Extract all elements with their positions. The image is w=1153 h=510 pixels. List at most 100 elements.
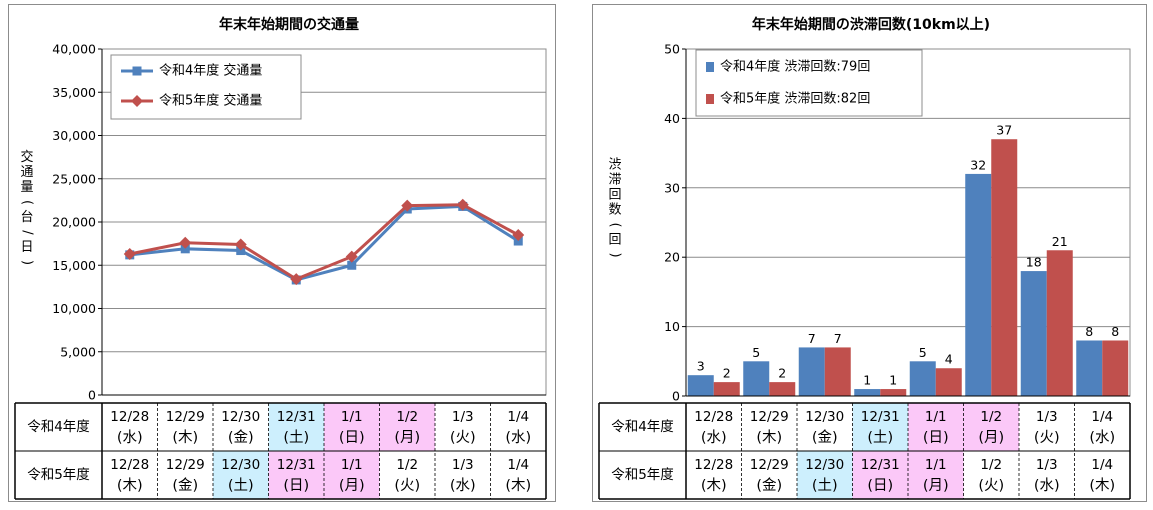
congestion-cell-date: 1/3 xyxy=(1036,409,1058,425)
traffic-cell-bg xyxy=(268,403,324,451)
traffic-cell-weekday: (金) xyxy=(172,477,198,494)
traffic-cell-date: 1/1 xyxy=(341,457,363,473)
congestion-cell-weekday: (月) xyxy=(923,478,949,494)
traffic-date-table: 12/28 (水) 12/29 (木) 12/30 (金) 12/31 (土) 1/1 (日) 1/… xyxy=(14,402,547,500)
congestion-cell-date: 12/30 xyxy=(805,409,844,425)
bar-series-2 xyxy=(769,382,796,396)
traffic-cell-date: 12/30 xyxy=(221,457,260,473)
bar-series-1 xyxy=(1076,340,1103,396)
legend-box xyxy=(695,49,923,117)
traffic-cell-weekday: (火) xyxy=(394,478,420,494)
congestion-cell-date: 12/30 xyxy=(805,457,844,473)
legend-marker xyxy=(132,66,142,76)
data-label: 1 xyxy=(889,373,897,388)
y-tick-label: 5,000 xyxy=(60,344,96,359)
y-tick-label: 20,000 xyxy=(52,215,96,230)
congestion-cell-weekday: (金) xyxy=(812,429,838,446)
congestion-cell-bg xyxy=(852,403,908,451)
y-tick-label: 30,000 xyxy=(52,128,96,143)
congestion-row-label: 令和4年度 xyxy=(611,419,674,435)
data-point xyxy=(179,236,192,249)
series-line-2 xyxy=(129,203,519,281)
data-label: 1 xyxy=(863,373,871,388)
congestion-count-chart-panel: 年末年始期間の渋滞回数(10km以上) 0 10 20 30 40 50 渋滞回数 (回) 3 5 7… xyxy=(592,4,1147,502)
y-tick-label: 15,000 xyxy=(52,258,96,273)
y-axis-label-char: 台 xyxy=(20,210,33,225)
y-axis-label-char: 滞 xyxy=(608,173,621,188)
congestion-cell-bg xyxy=(741,451,797,499)
traffic-cell-weekday: (日) xyxy=(339,430,365,446)
bar-series-2 xyxy=(1046,250,1073,396)
traffic-cell-weekday: (水) xyxy=(450,477,476,494)
y-axis-label-char: 通 xyxy=(20,165,33,180)
data-label: 8 xyxy=(1111,324,1119,339)
data-point xyxy=(123,248,136,261)
traffic-cell-weekday: (土) xyxy=(228,477,254,494)
congestion-cell-date: 12/31 xyxy=(861,409,900,425)
traffic-cell-date: 1/4 xyxy=(507,457,529,473)
data-label: 4 xyxy=(945,352,953,367)
y-tick-label: 10,000 xyxy=(52,301,96,316)
y-tick-label: 20 xyxy=(664,250,680,265)
y-axis-label-char: 数 xyxy=(608,203,621,218)
congestion-cell-bg xyxy=(1074,451,1130,499)
traffic-cell-bg xyxy=(157,451,213,499)
congestion-cell-bg xyxy=(908,403,964,451)
y-axis-label: 交通量 (台 / 日) xyxy=(20,149,35,265)
data-point xyxy=(347,260,357,270)
y-axis-label-char: 交 xyxy=(20,149,33,165)
congestion-cell-bg xyxy=(797,451,853,499)
traffic-cell-date: 1/3 xyxy=(452,457,474,473)
data-label: 7 xyxy=(834,331,842,346)
traffic-cell-date: 1/4 xyxy=(507,409,529,425)
legend-box xyxy=(110,54,302,120)
legend-label: 令和5年度 渋滞回数:82回 xyxy=(720,91,870,107)
congestion-cell-weekday: (火) xyxy=(978,478,1004,494)
traffic-cell-date: 12/31 xyxy=(277,457,316,473)
bar-series-1 xyxy=(909,361,936,396)
congestion-cell-weekday: (水) xyxy=(1089,429,1115,446)
traffic-cell-bg xyxy=(435,403,491,451)
data-point xyxy=(234,238,247,251)
bar-series-1 xyxy=(798,347,825,396)
bar-series-1 xyxy=(743,361,770,396)
y-axis-label-char: 日 xyxy=(20,240,33,255)
y-tick-label: 35,000 xyxy=(52,85,96,100)
data-label: 2 xyxy=(723,366,731,381)
traffic-cell-bg xyxy=(490,451,546,499)
data-point xyxy=(290,273,303,286)
traffic-cell-bg xyxy=(213,403,269,451)
y-tick-label: 50 xyxy=(664,42,680,57)
traffic-cell-bg xyxy=(324,403,380,451)
traffic-cell-bg xyxy=(157,403,213,451)
congestion-cell-bg xyxy=(1074,403,1130,451)
traffic-cell-date: 12/29 xyxy=(166,409,205,425)
congestion-cell-weekday: (土) xyxy=(812,477,838,494)
traffic-cell-date: 12/28 xyxy=(110,457,149,473)
congestion-cell-weekday: (木) xyxy=(1089,477,1115,494)
congestion-cell-bg xyxy=(852,451,908,499)
y-tick-label: 40 xyxy=(664,111,680,126)
traffic-cell-weekday: (水) xyxy=(505,429,531,446)
traffic-cell-bg xyxy=(379,451,435,499)
y-axis-label-char: ( xyxy=(608,222,623,227)
traffic-cell-weekday: (月) xyxy=(394,430,420,446)
traffic-cell-date: 1/2 xyxy=(396,457,418,473)
data-point xyxy=(456,198,469,211)
legend-label: 令和4年度 渋滞回数:79回 xyxy=(720,59,870,75)
traffic-row-label: 令和4年度 xyxy=(27,419,90,435)
chart-title: 年末年始期間の渋滞回数(10km以上) xyxy=(752,16,990,33)
congestion-cell-weekday: (月) xyxy=(978,430,1004,446)
bar-series-2 xyxy=(935,368,962,396)
y-axis-label-char: ) xyxy=(608,252,623,257)
data-label: 18 xyxy=(1026,255,1042,270)
data-label: 5 xyxy=(752,345,760,360)
congestion-cell-bg xyxy=(1019,403,1075,451)
traffic-cell-weekday: (木) xyxy=(505,477,531,494)
congestion-cell-weekday: (木) xyxy=(756,429,782,446)
traffic-cell-date: 12/28 xyxy=(110,409,149,425)
congestion-date-table: 12/28 (水) 12/29 (木) 12/30 (金) 12/31 (土) 1/1 (日) 1/… xyxy=(598,402,1131,500)
congestion-cell-weekday: (火) xyxy=(1034,430,1060,446)
traffic-cell-weekday: (日) xyxy=(283,478,309,494)
chart-title: 年末年始期間の交通量 xyxy=(219,16,359,33)
